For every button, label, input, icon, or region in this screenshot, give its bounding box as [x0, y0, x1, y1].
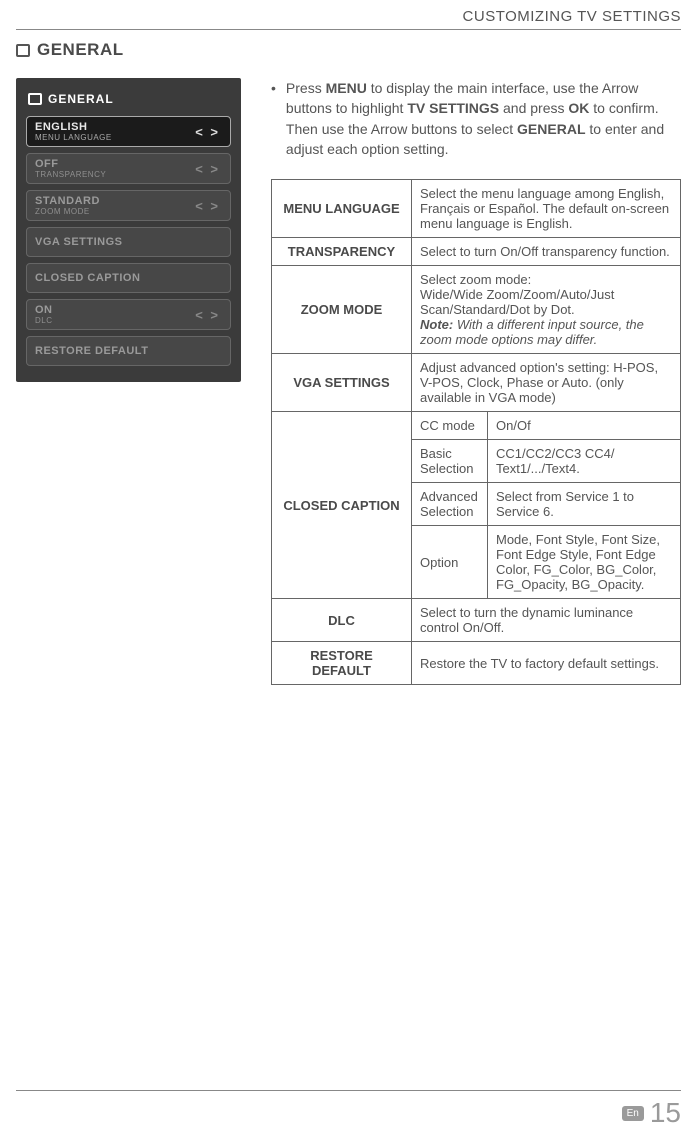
- left-right-arrows-icon: < >: [195, 161, 220, 176]
- left-right-arrows-icon: < >: [195, 198, 220, 213]
- row-label: CLOSED CAPTION: [272, 412, 412, 599]
- language-badge: En: [622, 1106, 644, 1121]
- page-header: CUSTOMIZING TV SETTINGS: [16, 8, 681, 30]
- table-row: VGA SETTINGS Adjust advanced option's se…: [272, 354, 681, 412]
- screenshot-item-value: RESTORE DEFAULT: [35, 345, 222, 357]
- row-desc: Select to turn On/Off transparency funct…: [412, 238, 681, 266]
- page-number: 15: [650, 1097, 681, 1129]
- cc-sub-desc: On/Of: [488, 412, 681, 440]
- cc-sub-desc: Mode, Font Style, Font Size, Font Edge S…: [488, 526, 681, 599]
- cc-sub-label: Basic Selection: [412, 440, 488, 483]
- left-right-arrows-icon: < >: [195, 307, 220, 322]
- screenshot-menu-item: RESTORE DEFAULT: [26, 336, 231, 366]
- screenshot-item-value: VGA SETTINGS: [35, 236, 222, 248]
- row-desc: Select the menu language among English, …: [412, 180, 681, 238]
- screenshot-menu-item: VGA SETTINGS: [26, 227, 231, 257]
- row-label: MENU LANGUAGE: [272, 180, 412, 238]
- tv-menu-screenshot: GENERAL ENGLISHMENU LANGUAGE< >OFFTRANSP…: [16, 78, 241, 382]
- table-row: CLOSED CAPTION CC mode On/Of: [272, 412, 681, 440]
- screenshot-item-label: DLC: [35, 316, 222, 325]
- tv-icon: [28, 93, 42, 105]
- row-label: ZOOM MODE: [272, 266, 412, 354]
- screenshot-header: GENERAL: [26, 88, 231, 116]
- section-heading: GENERAL: [16, 40, 681, 60]
- row-desc: Select to turn the dynamic luminance con…: [412, 599, 681, 642]
- cc-sub-label: Option: [412, 526, 488, 599]
- cc-sub-desc: Select from Service 1 to Service 6.: [488, 483, 681, 526]
- cc-sub-label: Advanced Selection: [412, 483, 488, 526]
- table-row: DLC Select to turn the dynamic luminance…: [272, 599, 681, 642]
- table-row: ZOOM MODE Select zoom mode: Wide/Wide Zo…: [272, 266, 681, 354]
- instruction-text: Press MENU to display the main interface…: [286, 78, 681, 159]
- row-label: VGA SETTINGS: [272, 354, 412, 412]
- screenshot-item-label: TRANSPARENCY: [35, 170, 222, 179]
- instruction-paragraph: • Press MENU to display the main interfa…: [271, 78, 681, 159]
- screenshot-item-label: ZOOM MODE: [35, 207, 222, 216]
- row-desc: Adjust advanced option's setting: H-POS,…: [412, 354, 681, 412]
- settings-table: MENU LANGUAGE Select the menu language a…: [271, 179, 681, 685]
- bullet-icon: •: [271, 78, 276, 159]
- table-row: MENU LANGUAGE Select the menu language a…: [272, 180, 681, 238]
- table-row: TRANSPARENCY Select to turn On/Off trans…: [272, 238, 681, 266]
- screenshot-item-value: STANDARD: [35, 195, 222, 207]
- screenshot-menu-item: STANDARDZOOM MODE< >: [26, 190, 231, 221]
- screenshot-item-value: CLOSED CAPTION: [35, 272, 222, 284]
- tv-icon: [16, 44, 30, 57]
- screenshot-menu-item: OFFTRANSPARENCY< >: [26, 153, 231, 184]
- screenshot-menu-item: CLOSED CAPTION: [26, 263, 231, 293]
- screenshot-menu-item: ONDLC< >: [26, 299, 231, 330]
- cc-sub-desc: CC1/CC2/CC3 CC4/ Text1/.../Text4.: [488, 440, 681, 483]
- screenshot-item-label: MENU LANGUAGE: [35, 133, 222, 142]
- row-desc: Select zoom mode: Wide/Wide Zoom/Zoom/Au…: [412, 266, 681, 354]
- screenshot-title: GENERAL: [48, 92, 114, 106]
- cc-sub-label: CC mode: [412, 412, 488, 440]
- left-right-arrows-icon: < >: [195, 124, 220, 139]
- screenshot-item-value: ON: [35, 304, 222, 316]
- table-row: RESTORE DEFAULT Restore the TV to factor…: [272, 642, 681, 685]
- section-title: GENERAL: [37, 40, 124, 60]
- screenshot-item-value: OFF: [35, 158, 222, 170]
- page-footer: En 15: [16, 1090, 681, 1129]
- screenshot-menu-item: ENGLISHMENU LANGUAGE< >: [26, 116, 231, 147]
- row-desc: Restore the TV to factory default settin…: [412, 642, 681, 685]
- screenshot-item-value: ENGLISH: [35, 121, 222, 133]
- row-label: RESTORE DEFAULT: [272, 642, 412, 685]
- row-label: TRANSPARENCY: [272, 238, 412, 266]
- row-label: DLC: [272, 599, 412, 642]
